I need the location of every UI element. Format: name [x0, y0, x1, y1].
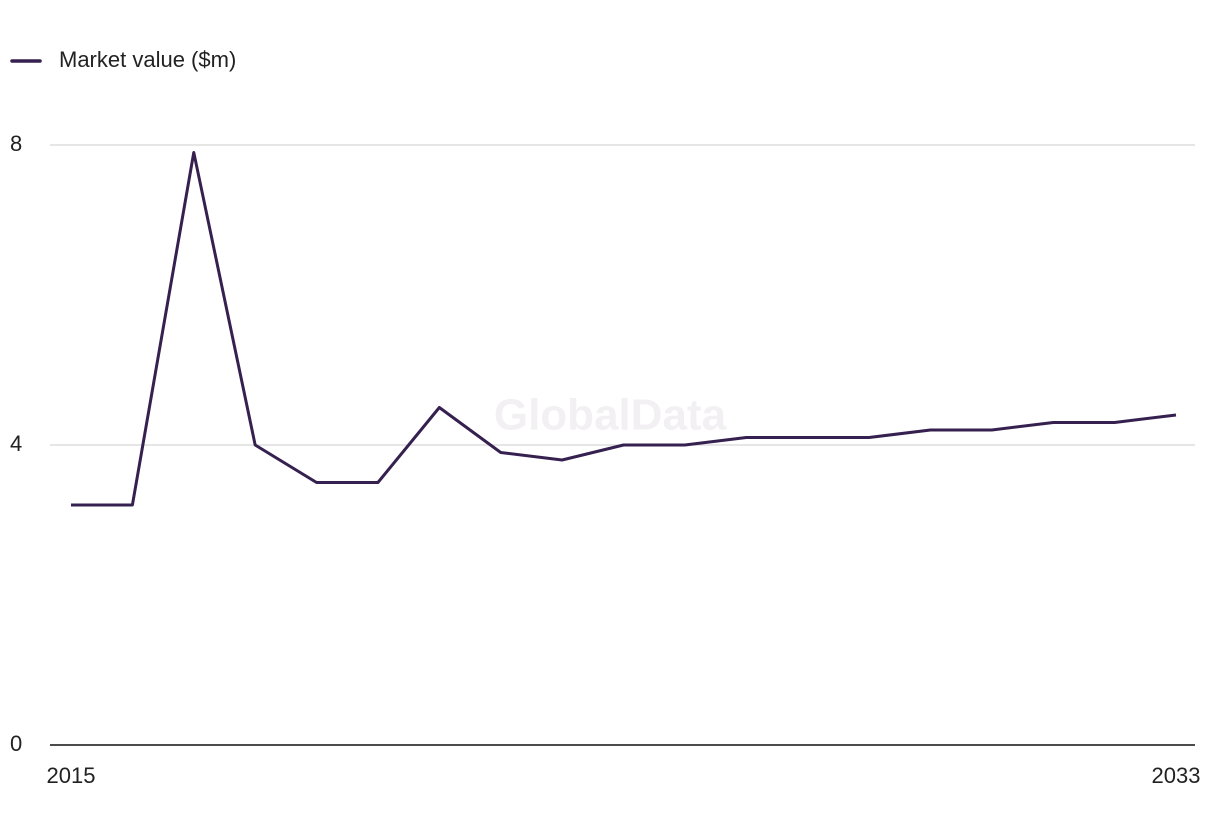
y-tick-label: 8 [10, 131, 22, 156]
watermark: GlobalData [494, 391, 727, 440]
y-tick-label: 4 [10, 431, 22, 456]
x-tick-label: 2033 [1152, 763, 1201, 788]
line [71, 151, 1177, 507]
legend-label: Market value ($m) [59, 47, 236, 72]
y-tick-label: 0 [10, 731, 22, 756]
x-tick-label: 2015 [47, 763, 96, 788]
